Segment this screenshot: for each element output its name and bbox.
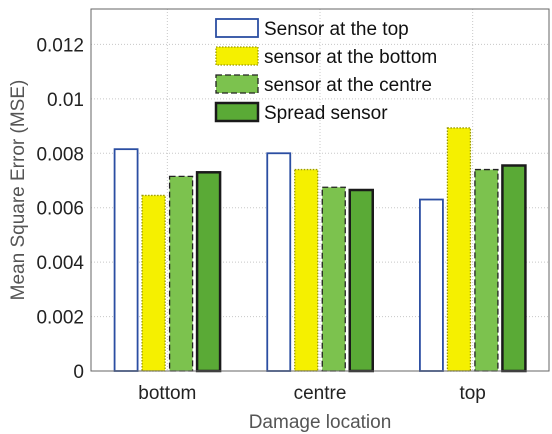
y-tick-label: 0.008 [36, 144, 84, 165]
bar [348, 188, 374, 373]
y-tick-label: 0.01 [47, 90, 84, 111]
x-tick-labels: bottom centre top [138, 383, 486, 404]
legend: Sensor at the top sensor at the bottom sen… [214, 18, 437, 124]
y-axis-label: Mean Square Error (MSE) [8, 80, 29, 301]
y-tick-label: 0.012 [36, 35, 84, 56]
bar [195, 171, 222, 373]
legend-entry: Sensor at the top [264, 19, 409, 40]
bar [501, 164, 527, 373]
bar [141, 194, 166, 372]
bar [321, 186, 346, 372]
legend-swatch [215, 46, 259, 66]
y-tick-label: 0.002 [36, 308, 84, 329]
legend-entry: Spread sensor [264, 103, 388, 124]
y-tick-label: 0.004 [36, 253, 84, 274]
x-tick-label: bottom [138, 383, 196, 404]
legend-entry: sensor at the centre [264, 75, 432, 96]
bar [474, 168, 499, 372]
grid-layer [91, 9, 549, 371]
legend-swatch [214, 101, 260, 123]
y-tick-labels: 0 0.002 0.004 0.006 0.008 0.01 0.012 [36, 35, 84, 383]
x-tick-label: centre [294, 383, 347, 404]
legend-swatch [215, 18, 259, 38]
bar [294, 168, 319, 372]
x-tick-label: top [459, 383, 485, 404]
bar [168, 175, 194, 372]
bar [446, 127, 472, 372]
x-axis-label: Damage location [249, 412, 392, 433]
bar [419, 198, 444, 372]
y-tick-label: 0 [73, 362, 84, 383]
bar [266, 152, 292, 372]
bar [113, 148, 139, 372]
plot-frame [90, 8, 550, 372]
legend-entry: sensor at the bottom [264, 47, 437, 68]
legend-swatch [215, 74, 259, 94]
y-tick-label: 0.006 [36, 199, 84, 220]
